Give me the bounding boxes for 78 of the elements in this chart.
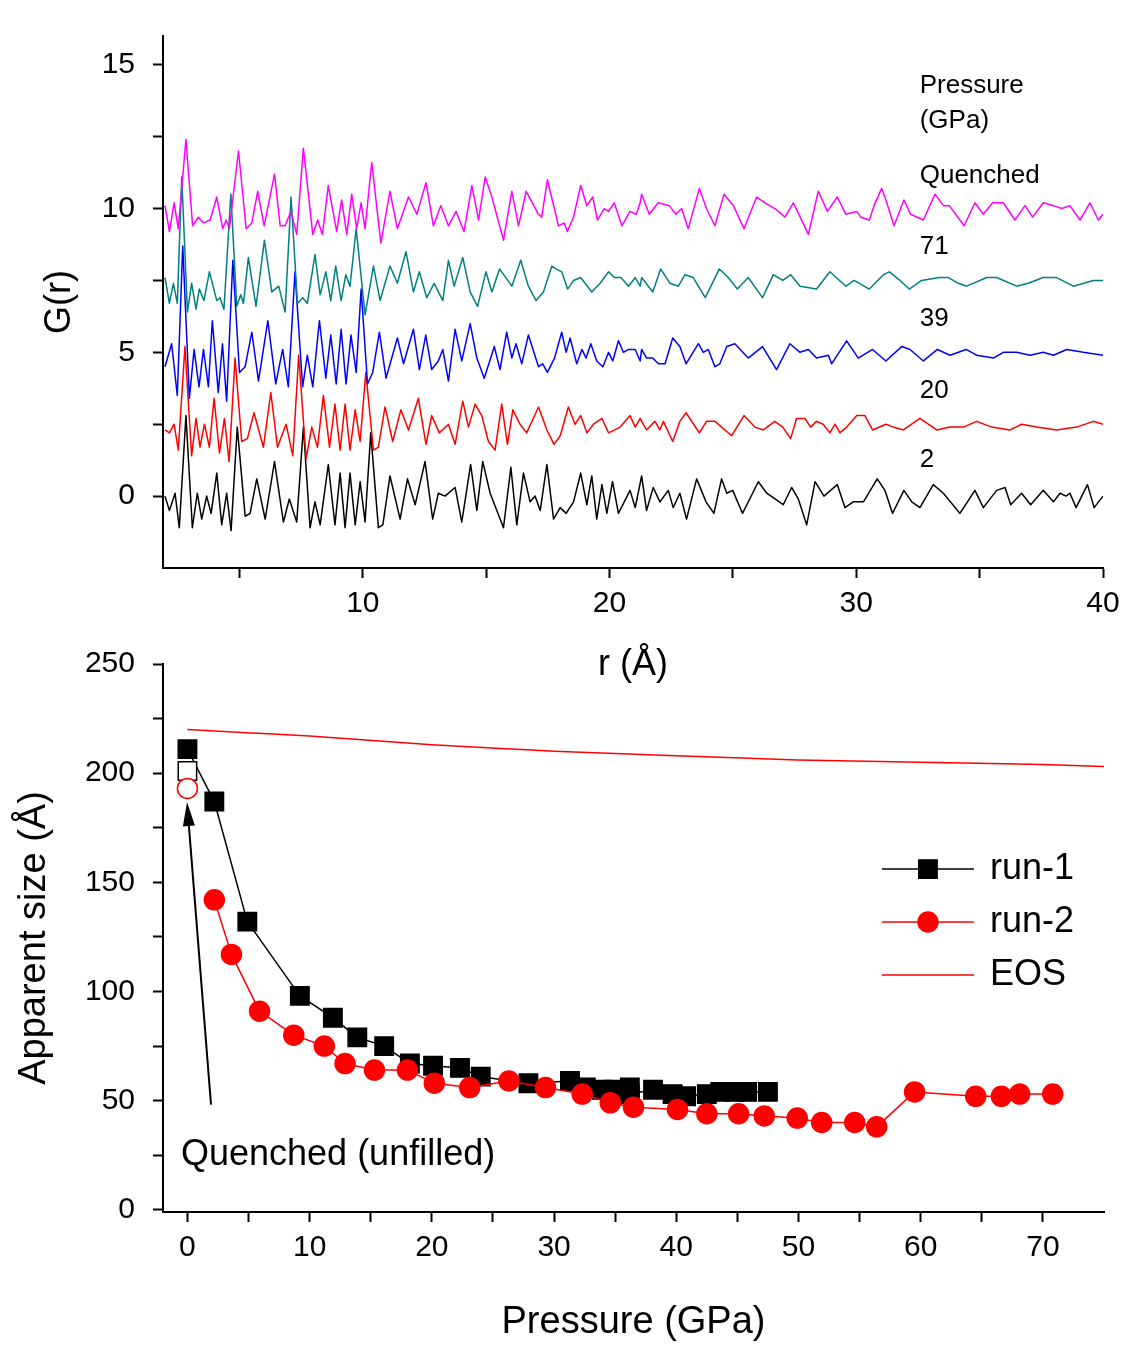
x-tick-label: 30: [839, 585, 873, 619]
point: [990, 1085, 1013, 1108]
x-tick-label: 60: [904, 1229, 938, 1263]
point: [423, 1055, 444, 1076]
point: [450, 1057, 470, 1078]
point: [786, 1107, 809, 1129]
x-axis-title: r (Å): [598, 642, 668, 684]
point: [237, 911, 258, 932]
series-label: 71: [919, 230, 949, 261]
point: [666, 1098, 689, 1121]
x-tick-label: 10: [292, 1229, 327, 1263]
point: [322, 1007, 343, 1028]
series-label: 20: [919, 374, 949, 405]
point: [1041, 1083, 1064, 1105]
point: [737, 1081, 758, 1102]
point: [177, 739, 198, 760]
point: [753, 1105, 776, 1127]
point: [810, 1111, 833, 1134]
x-tick-label: 70: [1026, 1229, 1060, 1263]
y-tick-label: 200: [84, 754, 135, 788]
point: [1008, 1083, 1031, 1105]
legend-title: Pressure (GPa): [919, 69, 1024, 135]
point: [757, 1081, 778, 1102]
point: [220, 943, 243, 966]
series-label: Quenched: [919, 158, 1040, 189]
y-tick-label: 5: [118, 333, 135, 367]
x-tick-label: 20: [592, 585, 627, 619]
legend-label: EOS: [989, 951, 1066, 993]
point: [283, 1024, 305, 1046]
y-axis-title: G(r): [36, 270, 78, 334]
point: [599, 1092, 622, 1114]
point: [571, 1083, 593, 1105]
x-tick-label: 10: [346, 585, 380, 619]
point: [865, 1116, 888, 1138]
point: [534, 1076, 557, 1099]
point: [396, 1059, 419, 1081]
y-tick-label: 100: [84, 972, 135, 1006]
point: [289, 985, 310, 1006]
point: [177, 761, 198, 781]
x-tick-label: 0: [179, 1229, 196, 1263]
y-tick-label: 150: [84, 863, 135, 897]
point: [204, 791, 225, 812]
x-tick-label: 40: [1086, 585, 1120, 619]
series-label: 39: [919, 302, 949, 333]
y-tick-label: 0: [118, 1191, 135, 1225]
legend-label: run-2: [989, 898, 1075, 940]
x-tick-label: 30: [537, 1229, 571, 1263]
point: [964, 1085, 987, 1108]
point: [374, 1036, 395, 1057]
x-tick-label: 20: [415, 1229, 449, 1263]
point: [363, 1059, 386, 1081]
point: [622, 1096, 645, 1118]
point: [458, 1076, 481, 1099]
x-tick-label: 40: [659, 1229, 693, 1263]
point: [248, 1000, 271, 1022]
y-tick-label: 0: [118, 477, 135, 511]
x-axis-title: Pressure (GPa): [501, 1298, 766, 1341]
point: [176, 777, 199, 800]
point: [423, 1072, 446, 1094]
legend-label: run-1: [989, 846, 1075, 887]
point: [727, 1103, 750, 1125]
point: [696, 1103, 718, 1125]
point: [313, 1035, 336, 1057]
point: [843, 1111, 866, 1134]
y-axis-title: Apparent size (Å): [10, 791, 54, 1085]
point: [203, 889, 226, 911]
y-tick-label: 50: [101, 1081, 135, 1115]
point: [498, 1070, 520, 1092]
y-tick-label: 15: [101, 46, 135, 80]
annotation: Quenched (unfilled): [181, 1131, 496, 1173]
series-label: 2: [919, 443, 935, 474]
point: [643, 1079, 663, 1100]
point: [347, 1027, 368, 1048]
point: [903, 1081, 926, 1103]
y-tick-label: 10: [101, 189, 135, 223]
point: [334, 1052, 356, 1075]
y-tick-label: 250: [84, 645, 135, 679]
x-tick-label: 50: [781, 1229, 816, 1263]
